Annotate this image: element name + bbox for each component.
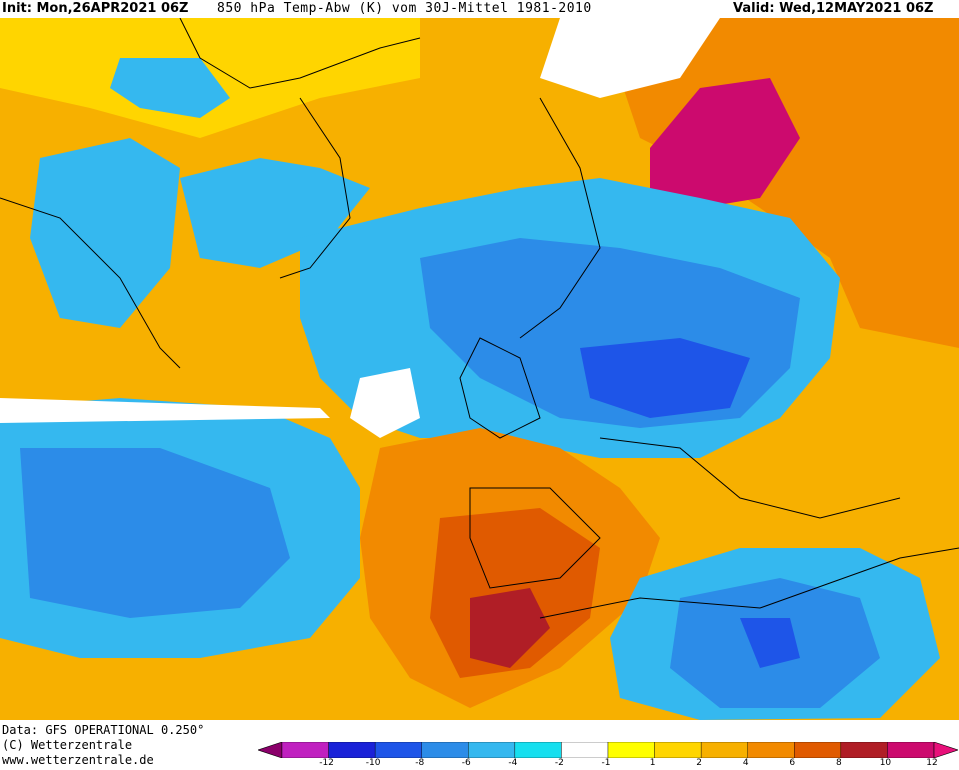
website-text: www.wetterzentrale.de xyxy=(2,753,154,767)
coast-labrador xyxy=(0,197,181,369)
colorbar-tick-label: -6 xyxy=(461,758,471,768)
chart-title: 850 hPa Temp-Abw (K) vom 30J-Mittel 1981… xyxy=(217,1,592,16)
colorbar-swatch xyxy=(794,741,842,759)
colorbar-max-arrow xyxy=(933,741,959,759)
colorbar-tick-label: 6 xyxy=(789,758,796,768)
valid-time: Valid: Wed,12MAY2021 06Z xyxy=(733,1,934,16)
chart-header: Init: Mon,26APR2021 06Z 850 hPa Temp-Abw… xyxy=(0,0,959,18)
cold-core-atlantic xyxy=(20,448,290,618)
colorbar-swatch xyxy=(840,741,888,759)
coldest-core-libya xyxy=(740,618,800,668)
coast-iberia xyxy=(469,487,601,589)
coast-norway xyxy=(519,97,601,339)
coldest-core-germany xyxy=(580,338,750,418)
coast-greenland-east xyxy=(279,97,351,279)
colorbar-tick-label: -4 xyxy=(508,758,518,768)
colorbar-tick-label: -2 xyxy=(554,758,564,768)
colorbar-swatch xyxy=(747,741,795,759)
colorbar-swatch xyxy=(514,741,562,759)
neutral-band-atlantic xyxy=(0,398,330,423)
colorbar-swatch xyxy=(887,741,935,759)
colorbar-tick-label: -8 xyxy=(415,758,425,768)
neutral-patch-atlantic xyxy=(350,368,420,438)
temperature-anomaly-map xyxy=(0,18,959,720)
data-source-text: Data: GFS OPERATIONAL 0.250° xyxy=(2,723,205,737)
colorbar-swatch xyxy=(281,741,329,759)
coast-britain xyxy=(459,337,541,439)
colorbar-swatch xyxy=(374,741,422,759)
colorbar-swatches xyxy=(257,741,959,759)
colorbar-tick-label: 12 xyxy=(926,758,938,768)
colorbar-min-arrow xyxy=(257,741,283,759)
hot-anomaly-scandinavia-east xyxy=(650,78,800,208)
cold-region-baffin xyxy=(110,58,230,118)
coast-north-africa xyxy=(539,547,959,619)
colorbar-swatch xyxy=(700,741,748,759)
colorbar-swatch xyxy=(654,741,702,759)
credits: Data: GFS OPERATIONAL 0.250° (C) Wetterz… xyxy=(2,723,204,768)
colorbar-swatch xyxy=(607,741,655,759)
colorbar-tick-label: 10 xyxy=(879,758,892,768)
colorbar-tick-label: 1 xyxy=(649,758,656,768)
colorbar-tick-label: 8 xyxy=(835,758,842,768)
colorbar-tick-label: 2 xyxy=(696,758,703,768)
colorbar-tick-label: 4 xyxy=(742,758,749,768)
init-time: Init: Mon,26APR2021 06Z xyxy=(2,1,189,16)
hottest-region-atlas xyxy=(470,588,550,668)
map-canvas xyxy=(0,18,959,720)
colorbar-tick-label: -12 xyxy=(319,758,334,768)
copyright-text: (C) Wetterzentrale xyxy=(2,738,133,752)
coast-greenland-north xyxy=(179,18,421,89)
colorbar: -12 -10 -8 -6 -4 -2 -1 1 2 4 6 8 10 12 xyxy=(257,741,959,768)
colorbar-tick-label: -1 xyxy=(601,758,611,768)
colorbar-swatch xyxy=(421,741,469,759)
coast-mediterranean-north xyxy=(599,437,901,519)
colorbar-swatch xyxy=(561,741,609,759)
colorbar-tick-label: -10 xyxy=(365,758,381,768)
colorbar-swatch xyxy=(328,741,376,759)
cold-region-labrador xyxy=(30,138,180,328)
colorbar-swatch xyxy=(468,741,516,759)
neutral-region-arctic xyxy=(540,18,720,98)
chart-footer: Data: GFS OPERATIONAL 0.250° (C) Wetterz… xyxy=(0,720,959,770)
coastlines xyxy=(0,18,959,619)
